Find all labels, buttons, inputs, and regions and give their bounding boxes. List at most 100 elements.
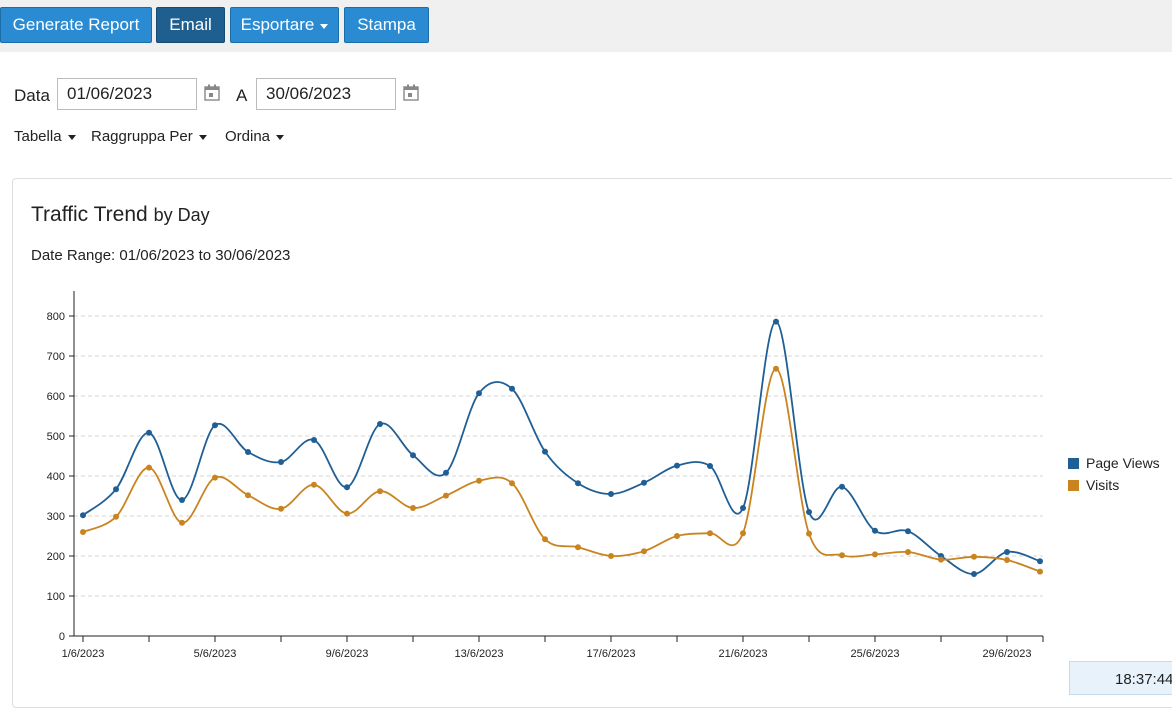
data-point <box>410 452 416 459</box>
data-point <box>773 318 779 325</box>
calendar-icon[interactable] <box>403 84 419 101</box>
y-tick-label: 0 <box>59 631 65 643</box>
data-point <box>839 552 845 559</box>
x-tick-label: 5/6/2023 <box>194 648 237 660</box>
data-point <box>872 551 878 558</box>
start-date-input[interactable]: 01/06/2023 <box>57 78 197 110</box>
data-point <box>212 474 218 481</box>
data-point <box>146 464 152 471</box>
report-title-text: Traffic Trend <box>31 203 148 226</box>
data-point <box>179 497 185 503</box>
caret-down-icon <box>67 135 76 140</box>
sort-dropdown[interactable]: Ordina <box>225 128 285 145</box>
y-tick-label: 200 <box>47 551 65 563</box>
data-point <box>674 533 680 539</box>
data-point <box>806 509 812 515</box>
report-title: Traffic Trend by Day <box>31 203 210 227</box>
data-point <box>641 479 647 486</box>
data-point <box>905 528 911 535</box>
y-tick-label: 100 <box>47 591 65 603</box>
data-point <box>575 544 581 551</box>
traffic-trend-chart: 0 100 200 300 400 500 600 700 800 1/6/2023 5/6/202… <box>47 291 1044 660</box>
y-tick-label: 800 <box>47 311 65 323</box>
data-point <box>377 488 383 495</box>
email-button[interactable]: Email <box>156 7 225 43</box>
data-point <box>707 463 713 469</box>
legend-swatch <box>1068 479 1079 491</box>
data-point <box>278 505 284 512</box>
data-point <box>905 549 911 555</box>
generate-report-button[interactable]: Generate Report <box>0 7 152 43</box>
data-point <box>245 492 251 499</box>
data-point <box>740 505 746 511</box>
caret-down-icon <box>320 23 329 29</box>
x-tick-label: 13/6/2023 <box>455 648 504 660</box>
data-point <box>1004 557 1010 563</box>
data-point <box>344 484 350 491</box>
data-point <box>410 505 416 511</box>
data-point <box>806 530 812 537</box>
data-point <box>872 527 878 534</box>
x-tick-label: 1/6/2023 <box>62 648 105 660</box>
y-tick-label: 700 <box>47 351 65 363</box>
x-tick-label: 25/6/2023 <box>851 648 900 660</box>
clock-display: 18:37:44 <box>1069 661 1172 695</box>
data-point <box>641 548 647 555</box>
print-label: Stampa <box>357 15 416 34</box>
data-point <box>740 530 746 537</box>
date-label: Data <box>14 86 50 105</box>
date-range-text: Date Range: 01/06/2023 to 30/06/2023 <box>31 247 291 264</box>
data-point <box>773 365 779 372</box>
calendar-icon[interactable] <box>204 84 220 101</box>
data-point <box>542 448 548 455</box>
group-by-dropdown-label: Raggruppa Per <box>91 128 193 145</box>
table-dropdown[interactable]: Tabella <box>14 128 76 145</box>
to-label: A <box>236 86 248 105</box>
data-point <box>344 510 350 517</box>
export-label: Esportare <box>240 15 315 34</box>
email-label: Email <box>169 15 212 34</box>
data-point <box>443 492 449 499</box>
table-dropdown-label: Tabella <box>14 128 62 145</box>
data-point <box>80 529 86 535</box>
data-point <box>509 480 515 487</box>
data-point <box>575 480 581 487</box>
data-point <box>509 385 515 392</box>
group-by-dropdown[interactable]: Raggruppa Per <box>91 128 207 145</box>
export-dropdown-button[interactable]: Esportare <box>230 7 339 43</box>
data-point <box>443 469 449 476</box>
data-point <box>674 462 680 469</box>
print-button[interactable]: Stampa <box>344 7 429 43</box>
data-point <box>1004 549 1010 555</box>
data-point <box>1037 558 1043 565</box>
data-point <box>245 449 251 455</box>
data-point <box>938 556 944 563</box>
data-point <box>476 390 482 397</box>
legend-item-visits: Visits <box>1068 477 1119 493</box>
data-point <box>278 459 284 465</box>
legend-swatch <box>1068 457 1079 469</box>
data-point <box>179 519 185 526</box>
x-tick-label: 17/6/2023 <box>587 648 636 660</box>
y-tick-label: 600 <box>47 391 65 403</box>
y-tick-label: 300 <box>47 511 65 523</box>
legend-label: Visits <box>1086 477 1120 493</box>
generate-report-label: Generate Report <box>12 15 140 34</box>
end-date-input[interactable]: 30/06/2023 <box>256 78 396 110</box>
data-point <box>311 437 317 443</box>
legend-item-page-views: Page Views <box>1068 455 1160 471</box>
caret-down-icon <box>276 135 285 140</box>
data-point <box>542 536 548 543</box>
y-tick-label: 400 <box>47 471 65 483</box>
data-point <box>146 429 152 436</box>
data-point <box>839 483 845 490</box>
data-point <box>80 512 86 519</box>
data-point <box>212 422 218 429</box>
data-point <box>1037 568 1043 575</box>
data-point <box>608 553 614 559</box>
data-point <box>377 421 383 427</box>
data-point <box>113 486 119 493</box>
data-point <box>707 530 713 537</box>
report-title-suffix: by Day <box>153 205 210 225</box>
legend-label: Page Views <box>1086 455 1160 471</box>
